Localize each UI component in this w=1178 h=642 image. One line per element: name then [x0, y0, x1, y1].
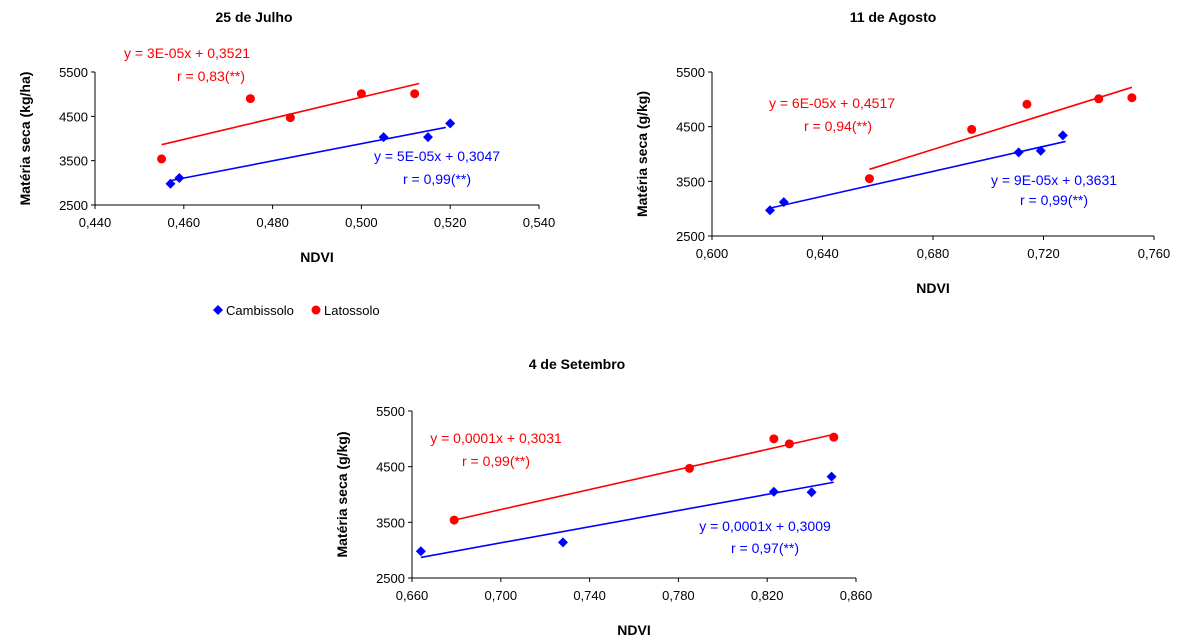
x-tick-label: 0,540: [523, 215, 556, 230]
legend-label: Latossolo: [324, 303, 380, 318]
data-point-circle: [769, 434, 779, 444]
data-point-diamond: [768, 486, 779, 497]
series-latossolo: y = 6E-05x + 0,4517 r = 0,94(**): [769, 86, 1137, 184]
x-tick-label: 0,500: [345, 215, 378, 230]
y-axis-label: Matéria seca (g/kg): [634, 91, 650, 217]
correlation-label: r = 0,83(**): [177, 68, 245, 84]
correlation-label: r = 0,97(**): [731, 540, 799, 556]
data-point-diamond: [174, 172, 185, 183]
x-tick-label: 0,660: [396, 588, 429, 603]
data-point-diamond: [806, 487, 817, 498]
data-point-diamond: [765, 205, 776, 216]
legend: Cambissolo Latossolo: [213, 303, 380, 318]
data-point-circle: [784, 439, 794, 449]
data-point-circle: [285, 113, 295, 123]
x-tick-label: 0,600: [696, 246, 729, 261]
y-tick-label: 5500: [376, 404, 405, 419]
data-point-diamond: [826, 471, 837, 482]
y-tick-label: 2500: [59, 198, 88, 213]
data-point-circle: [157, 154, 167, 164]
x-tick-label: 0,860: [840, 588, 873, 603]
legend-marker-circle: [311, 305, 321, 315]
data-point-diamond: [1035, 145, 1046, 156]
legend-label: Cambissolo: [226, 303, 294, 318]
data-point-diamond: [1013, 147, 1024, 158]
regression-equation: y = 0,0001x + 0,3009: [699, 518, 831, 534]
data-point-diamond: [423, 132, 433, 143]
x-tick-label: 0,520: [434, 215, 467, 230]
correlation-label: r = 0,99(**): [403, 171, 471, 187]
trend-line: [454, 433, 834, 521]
series-cambissolo: y = 0,0001x + 0,3009 r = 0,97(**): [415, 471, 837, 559]
y-axis-label: Matéria seca (kg/ha): [17, 72, 33, 206]
series-latossolo: y = 3E-05x + 0,3521 r = 0,83(**): [124, 45, 420, 164]
correlation-label: r = 0,99(**): [1020, 192, 1088, 208]
x-tick-label: 0,720: [1027, 246, 1060, 261]
chart-panel-3: 4 de Setembro 2500 3500 4500 5500 0,660 0,700 0…: [334, 356, 872, 638]
x-tick-label: 0,780: [662, 588, 695, 603]
y-tick-label: 4500: [59, 109, 88, 124]
y-tick-label: 5500: [59, 65, 88, 80]
data-point-diamond: [415, 546, 426, 557]
data-point-diamond: [1057, 130, 1068, 141]
x-tick-label: 0,460: [168, 215, 201, 230]
x-tick-label: 0,640: [806, 246, 839, 261]
y-tick-label: 2500: [376, 571, 405, 586]
trend-line: [170, 126, 446, 182]
regression-equation: y = 0,0001x + 0,3031: [430, 430, 562, 446]
data-point-circle: [864, 174, 874, 184]
x-tick-label: 0,700: [485, 588, 518, 603]
data-point-diamond: [378, 132, 389, 143]
trend-line: [869, 86, 1133, 171]
regression-equation: y = 9E-05x + 0,3631: [991, 172, 1117, 188]
y-axis-label: Matéria seca (g/kg): [334, 431, 350, 557]
x-tick-label: 0,680: [917, 246, 950, 261]
y-tick-label: 2500: [676, 229, 705, 244]
y-tick-label: 5500: [676, 65, 705, 80]
data-point-circle: [1127, 93, 1137, 103]
x-tick-label: 0,480: [256, 215, 289, 230]
y-tick-label: 4500: [676, 120, 705, 135]
series-cambissolo: y = 5E-05x + 0,3047 r = 0,99(**): [165, 118, 500, 189]
data-point-diamond: [778, 197, 789, 208]
x-tick-label: 0,440: [79, 215, 112, 230]
data-point-circle: [1022, 99, 1032, 109]
x-tick-label: 0,740: [573, 588, 606, 603]
regression-equation: y = 3E-05x + 0,3521: [124, 45, 250, 61]
data-point-circle: [449, 515, 459, 525]
x-tick-label: 0,760: [1138, 246, 1171, 261]
data-point-circle: [410, 89, 420, 99]
legend-marker-diamond: [213, 305, 223, 315]
y-tick-label: 3500: [676, 174, 705, 189]
data-point-circle: [356, 89, 366, 99]
data-point-circle: [685, 463, 694, 473]
x-axis-label: NDVI: [300, 249, 333, 265]
series-latossolo: y = 0,0001x + 0,3031 r = 0,99(**): [430, 430, 839, 525]
correlation-label: r = 0,99(**): [462, 453, 530, 469]
regression-equation: y = 5E-05x + 0,3047: [374, 148, 500, 164]
x-tick-label: 0,820: [751, 588, 784, 603]
chart-panel-2: 11 de Agosto 2500 3500 4500 5500 0,600 0,640 0,…: [634, 9, 1170, 296]
data-point-circle: [1094, 94, 1104, 104]
regression-equation: y = 6E-05x + 0,4517: [769, 95, 895, 111]
y-tick-label: 3500: [376, 515, 405, 530]
chart-title: 25 de Julho: [215, 9, 292, 25]
data-point-circle: [829, 432, 839, 442]
data-point-diamond: [445, 118, 456, 129]
x-axis-label: NDVI: [916, 280, 949, 296]
correlation-label: r = 0,94(**): [804, 118, 872, 134]
series-cambissolo: y = 9E-05x + 0,3631 r = 0,99(**): [765, 130, 1117, 216]
x-axis-label: NDVI: [617, 622, 650, 638]
data-point-circle: [967, 124, 977, 134]
chart-title: 11 de Agosto: [850, 9, 937, 25]
chart-panel-1: 25 de Julho 2500 3500 4500 5500 0,440 0,460 0,4…: [17, 9, 555, 265]
data-point-circle: [245, 94, 255, 104]
chart-title: 4 de Setembro: [529, 356, 625, 372]
y-tick-label: 4500: [376, 460, 405, 475]
data-point-diamond: [557, 537, 568, 548]
trend-line: [420, 481, 834, 559]
data-point-diamond: [165, 178, 176, 189]
y-tick-label: 3500: [59, 154, 88, 169]
